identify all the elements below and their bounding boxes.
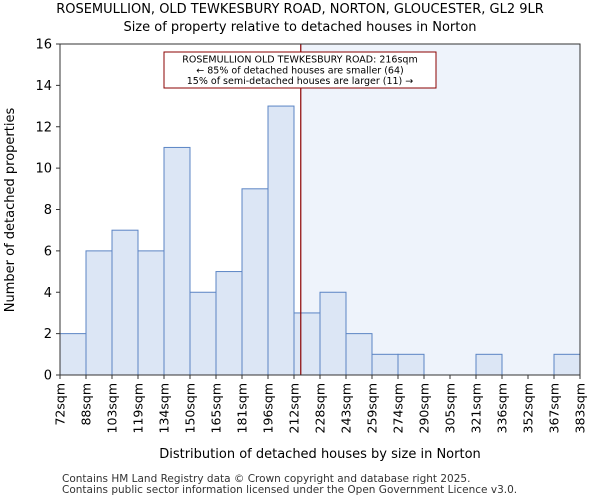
bar-259sqm: [371, 353, 399, 376]
y-tick-label: 6: [44, 244, 52, 259]
y-tick-label: 2: [44, 327, 52, 342]
x-tick-label: 352sqm: [521, 383, 536, 433]
x-tick-label: 321sqm: [469, 383, 484, 433]
x-tick-label: 103sqm: [105, 383, 120, 433]
x-tick-label: 383sqm: [573, 383, 588, 433]
y-tick-label: 12: [35, 120, 52, 135]
annotation-line-3: 15% of semi-detached houses are larger (…: [187, 76, 414, 87]
x-tick-label: 119sqm: [131, 383, 146, 433]
y-axis-label: Number of detached properties: [3, 108, 18, 313]
y-tick-label: 10: [35, 162, 52, 177]
x-tick-label: 134sqm: [157, 383, 172, 433]
footer-line-2: Contains public sector information licen…: [62, 484, 518, 496]
y-tick-label: 16: [35, 38, 52, 53]
x-tick-label: 196sqm: [261, 383, 276, 433]
bar-72sqm: [59, 333, 87, 376]
x-tick-label: 181sqm: [235, 383, 250, 433]
y-tick-label: 0: [44, 369, 52, 384]
x-tick-label: 274sqm: [391, 383, 406, 433]
larger-region-highlight: [300, 44, 580, 375]
x-tick-label: 367sqm: [547, 383, 562, 433]
chart-title: ROSEMULLION, OLD TEWKESBURY ROAD, NORTON…: [56, 2, 544, 17]
x-tick-label: 336sqm: [495, 383, 510, 433]
annotation-line-1: ROSEMULLION OLD TEWKESBURY ROAD: 216sqm: [182, 55, 417, 66]
bar-212sqm: [293, 312, 321, 376]
axes-group: 0 2 4 6 8 10 12 14 16 72sqm 88sqm 103sqm 119sqm 134sq…: [35, 38, 587, 434]
chart-subtitle: Size of property relative to detached ho…: [123, 20, 477, 35]
bar-150sqm: [189, 291, 217, 376]
annotation-box: ROSEMULLION OLD TEWKESBURY ROAD: 216sqm …: [163, 51, 437, 89]
x-tick-label: 165sqm: [209, 383, 224, 433]
bar-274sqm: [397, 353, 425, 376]
bar-134sqm: [163, 146, 191, 376]
bar-88sqm: [85, 250, 113, 376]
bar-196sqm: [267, 105, 295, 376]
bar-367sqm: [553, 353, 581, 376]
bars-group: [59, 105, 581, 376]
bar-103sqm: [111, 229, 139, 376]
annotation-border: [163, 51, 437, 89]
y-tick-label: 8: [44, 203, 52, 218]
bar-228sqm: [319, 291, 347, 376]
footer-line-1: Contains HM Land Registry data © Crown c…: [62, 473, 471, 485]
y-tick-label: 4: [44, 286, 52, 301]
x-tick-label: 290sqm: [417, 383, 432, 433]
y-tick-label: 14: [35, 79, 52, 94]
annotation-line-2: ← 85% of detached houses are smaller (64…: [196, 65, 403, 76]
bar-243sqm: [345, 333, 373, 376]
x-tick-label: 72sqm: [53, 383, 68, 426]
x-tick-label: 243sqm: [339, 383, 354, 433]
bar-321sqm: [475, 353, 503, 376]
x-tick-label: 305sqm: [443, 383, 458, 433]
x-tick-label: 212sqm: [287, 383, 302, 433]
x-axis-label: Distribution of detached houses by size …: [159, 447, 481, 462]
bar-181sqm: [241, 188, 269, 376]
x-tick-label: 228sqm: [313, 383, 328, 433]
x-tick-label: 150sqm: [183, 383, 198, 433]
x-tick-label: 259sqm: [365, 383, 380, 433]
x-tick-label: 88sqm: [79, 383, 94, 426]
bar-119sqm: [137, 250, 165, 376]
bar-165sqm: [215, 271, 243, 376]
